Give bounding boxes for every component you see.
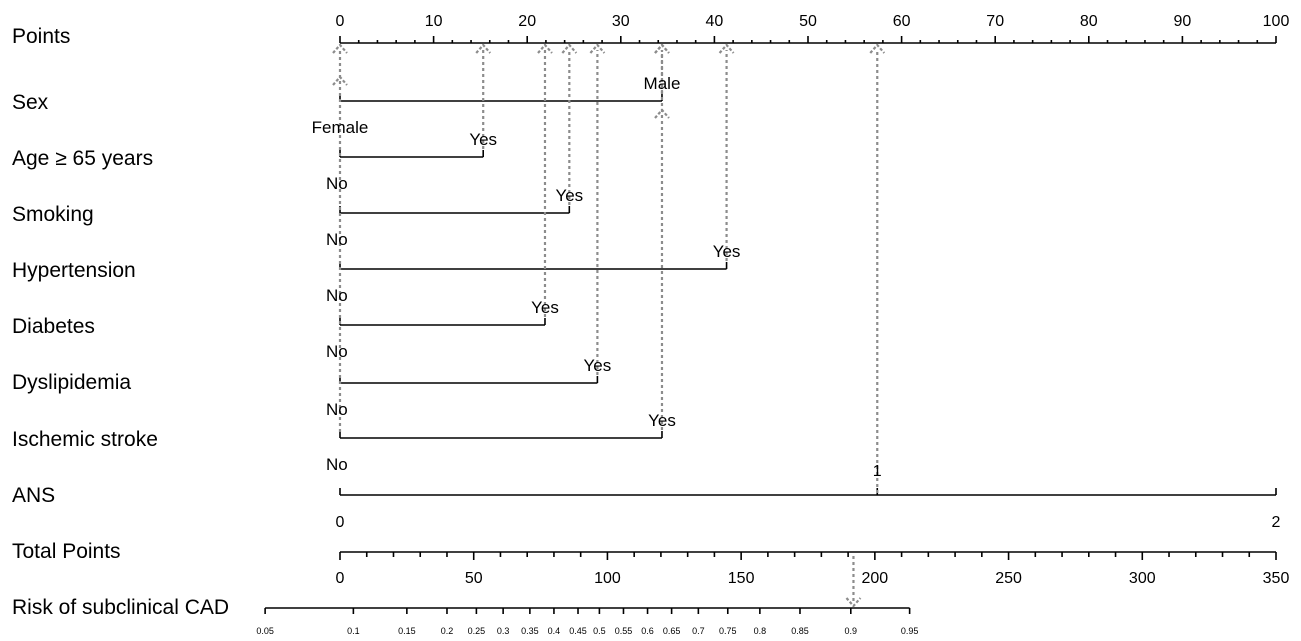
risk-tick-label: 0.55 (615, 626, 633, 636)
risk-tick-label: 0.45 (569, 626, 587, 636)
ans-marked-label: 1 (873, 463, 882, 480)
risk-tick-label: 0.75 (719, 626, 737, 636)
risk-tick-label: 0.95 (901, 626, 919, 636)
level-label: No (326, 230, 348, 249)
points-tick-label: 20 (518, 13, 536, 30)
level-label: No (326, 455, 348, 474)
variable-label: Age ≥ 65 years (12, 147, 153, 170)
guide-arrow-up (654, 43, 670, 54)
points-tick-label: 50 (799, 13, 817, 30)
guide-arrow-down (845, 597, 862, 608)
variable-label: Diabetes (12, 315, 95, 338)
points-tick-label: 10 (425, 13, 443, 30)
ans-end-label: 2 (1272, 514, 1281, 531)
guide-arrow-up (537, 43, 553, 54)
risk-tick-label: 0.15 (398, 626, 416, 636)
total-points-tick-label: 150 (728, 570, 755, 587)
risk-tick-label: 0.05 (256, 626, 274, 636)
total-points-tick-label: 50 (465, 570, 483, 587)
guide-arrow-up (332, 75, 348, 86)
ans-label: ANS (12, 484, 55, 507)
risk-tick-label: 0.5 (593, 626, 606, 636)
risk-tick-label: 0.1 (347, 626, 360, 636)
level-label: Yes (555, 186, 583, 205)
guide-arrow-up (475, 43, 492, 54)
level-label: Yes (531, 298, 559, 317)
level-label: Yes (469, 130, 497, 149)
total-points-label: Total Points (12, 540, 121, 563)
risk-tick-label: 0.35 (521, 626, 539, 636)
variable-label: Sex (12, 91, 49, 114)
level-label: Yes (648, 411, 676, 430)
risk-tick-label: 0.65 (663, 626, 681, 636)
total-points-tick-label: 250 (995, 570, 1022, 587)
points-tick-label: 80 (1080, 13, 1098, 30)
variable-label: Dyslipidemia (12, 371, 131, 394)
guide-arrow-up (869, 43, 886, 54)
risk-tick-label: 0.25 (468, 626, 486, 636)
risk-tick-label: 0.85 (791, 626, 809, 636)
level-label: No (326, 286, 348, 305)
level-label: Female (312, 118, 369, 137)
variable-label: Smoking (12, 203, 94, 226)
risk-tick-label: 0.4 (548, 626, 561, 636)
points-tick-label: 0 (336, 13, 345, 30)
total-points-tick-label: 300 (1129, 570, 1156, 587)
points-tick-label: 100 (1263, 13, 1290, 30)
risk-tick-label: 0.7 (692, 626, 705, 636)
points-axis-label: Points (12, 25, 70, 48)
level-label: No (326, 342, 348, 361)
points-tick-label: 60 (893, 13, 911, 30)
level-label: No (326, 174, 348, 193)
guide-arrow-up (589, 43, 606, 54)
points-tick-label: 30 (612, 13, 630, 30)
level-label: Yes (713, 242, 741, 261)
guide-arrow-up (561, 43, 578, 54)
risk-tick-label: 0.8 (754, 626, 767, 636)
risk-tick-label: 0.3 (497, 626, 510, 636)
level-label: Yes (584, 356, 612, 375)
points-tick-label: 90 (1174, 13, 1192, 30)
points-tick-label: 40 (706, 13, 724, 30)
total-points-tick-label: 200 (862, 570, 889, 587)
points-tick-label: 70 (986, 13, 1004, 30)
guide-arrow-up (718, 43, 735, 54)
level-label: Male (644, 74, 681, 93)
variable-bars-layer (339, 94, 728, 439)
total-points-tick-label: 350 (1263, 570, 1290, 587)
guide-lines-layer (332, 43, 886, 608)
ans-end-label: 0 (336, 514, 345, 531)
axes-layer (264, 36, 1277, 614)
variable-label: Ischemic stroke (12, 428, 158, 451)
risk-label: Risk of subclinical CAD (12, 596, 229, 619)
total-points-tick-label: 100 (594, 570, 621, 587)
variable-label: Hypertension (12, 259, 136, 282)
guide-arrow-up (332, 43, 348, 54)
risk-tick-label: 0.9 (845, 626, 858, 636)
risk-tick-label: 0.6 (641, 626, 654, 636)
total-points-tick-label: 0 (336, 570, 345, 587)
risk-tick-label: 0.2 (441, 626, 454, 636)
guide-arrow-up (654, 108, 670, 119)
level-label: No (326, 400, 348, 419)
